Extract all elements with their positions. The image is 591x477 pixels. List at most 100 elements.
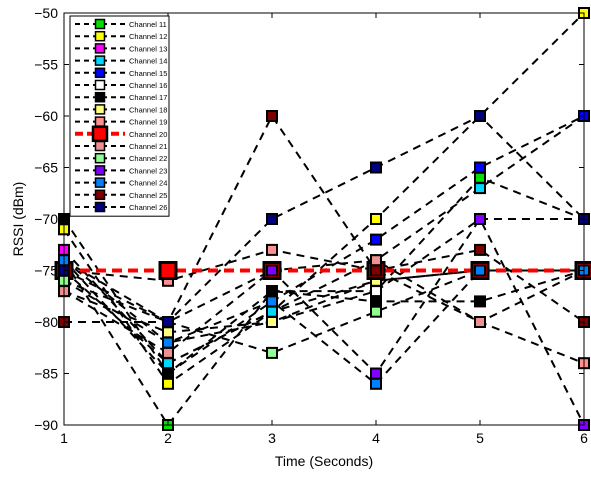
point-channel-26 xyxy=(162,316,174,328)
legend-item-channel-17: Channel 17 xyxy=(75,91,167,103)
legend-item-channel-12: Channel 12 xyxy=(75,30,167,42)
x-tick-label: 3 xyxy=(268,430,276,446)
point-channel-25 xyxy=(474,243,486,256)
legend: Channel 11 Channel 12 Channel 13 Channel 14… xyxy=(69,15,170,217)
legend-marker xyxy=(94,55,106,66)
legend-marker xyxy=(94,43,106,54)
legend-item-channel-26: Channel 26 xyxy=(75,201,167,213)
x-tick-label: 1 xyxy=(60,430,68,446)
point-channel-21 xyxy=(474,316,486,328)
legend-marker xyxy=(94,104,106,115)
series-line-channel-19 xyxy=(63,248,585,365)
legend-marker xyxy=(94,189,106,201)
point-channel-21 xyxy=(370,254,382,267)
point-channel-25 xyxy=(370,264,382,277)
y-tick-label: −85 xyxy=(34,366,58,382)
point-channel-14 xyxy=(162,357,174,370)
series-line-channel-12 xyxy=(63,12,585,386)
legend-label: Channel 25 xyxy=(129,191,167,200)
legend-label: Channel 15 xyxy=(129,69,167,78)
legend-label: Channel 24 xyxy=(129,179,167,188)
legend-item-channel-14: Channel 14 xyxy=(75,55,167,66)
point-channel-26 xyxy=(370,161,382,174)
point-channel-17 xyxy=(474,295,486,308)
legend-marker xyxy=(94,177,106,188)
legend-marker xyxy=(94,30,106,42)
point-channel-11 xyxy=(474,171,486,184)
series-line-channel-17 xyxy=(63,218,585,375)
y-tick-label: −80 xyxy=(34,314,58,330)
legend-label: Channel 18 xyxy=(129,105,167,114)
point-channel-17 xyxy=(162,367,174,380)
point-channel-16 xyxy=(370,285,382,298)
point-channel-26 xyxy=(266,213,278,225)
point-channel-22 xyxy=(370,305,382,318)
x-tick-label: 2 xyxy=(164,430,172,446)
point-channel-12 xyxy=(162,377,174,390)
point-channel-14 xyxy=(474,182,486,195)
y-tick-label: −55 xyxy=(34,57,58,73)
legend-label: Channel 16 xyxy=(129,81,167,90)
legend-label: Channel 13 xyxy=(129,44,167,53)
x-tick-label: 4 xyxy=(372,430,380,446)
point-channel-17 xyxy=(370,295,382,308)
y-tick-label: −75 xyxy=(34,263,58,279)
legend-item-channel-21: Channel 21 xyxy=(75,140,167,152)
legend-marker xyxy=(94,18,106,30)
legend-item-channel-18: Channel 18 xyxy=(75,104,167,115)
legend-item-channel-22: Channel 22 xyxy=(75,152,167,164)
legend-marker xyxy=(94,201,106,213)
legend-item-channel-24: Channel 24 xyxy=(75,177,167,188)
legend-marker xyxy=(94,67,106,79)
x-tick-label: 6 xyxy=(580,430,588,446)
legend-label: Channel 21 xyxy=(129,142,167,151)
legend-item-channel-23: Channel 23 xyxy=(75,165,167,176)
point-channel-24 xyxy=(370,377,382,390)
legend-item-channel-15: Channel 15 xyxy=(75,67,167,79)
point-channel-14 xyxy=(266,305,278,318)
legend-marker xyxy=(94,165,106,176)
point-channel-23 xyxy=(370,367,382,380)
series-line-channel-16 xyxy=(63,218,584,344)
point-channel-25 xyxy=(266,110,278,122)
point-channel-22 xyxy=(266,346,278,359)
y-tick-label: −90 xyxy=(34,417,58,433)
legend-marker xyxy=(94,140,106,152)
point-channel-23 xyxy=(474,213,486,225)
y-tick-label: −70 xyxy=(34,211,58,227)
point-channel-15 xyxy=(370,233,382,246)
legend-label: Channel 14 xyxy=(129,57,167,66)
series-line-channel-26 xyxy=(63,114,585,324)
legend-item-channel-16: Channel 16 xyxy=(75,79,167,91)
point-channel-15 xyxy=(474,161,486,174)
legend-marker xyxy=(94,91,106,103)
legend-marker xyxy=(94,152,106,164)
series-line-channel-21 xyxy=(63,259,585,355)
legend-marker xyxy=(94,79,106,91)
legend-item-channel-11: Channel 11 xyxy=(75,18,167,30)
point-channel-17 xyxy=(266,285,278,298)
y-tick-label: −60 xyxy=(34,108,58,124)
legend-label: Channel 17 xyxy=(129,93,167,102)
point-channel-24 xyxy=(474,264,486,277)
point-channel-24 xyxy=(266,295,278,308)
point-channel-26 xyxy=(474,110,486,122)
point-channel-20 xyxy=(158,261,178,280)
legend-label: Channel 23 xyxy=(129,166,167,175)
point-channel-18 xyxy=(162,326,174,339)
point-channel-18 xyxy=(266,316,278,328)
legend-marker xyxy=(91,125,109,143)
y-tick-label: −50 xyxy=(34,5,58,21)
legend-item-channel-25: Channel 25 xyxy=(75,189,167,201)
y-axis-label: RSSI (dBm) xyxy=(10,182,26,257)
point-channel-24 xyxy=(162,336,174,349)
legend-label: Channel 20 xyxy=(129,130,167,139)
point-channel-19 xyxy=(266,243,278,256)
legend-label: Channel 19 xyxy=(129,118,167,127)
legend-marker xyxy=(94,116,106,127)
y-tick-label: −65 xyxy=(34,160,58,176)
legend-item-channel-13: Channel 13 xyxy=(75,43,167,54)
legend-label: Channel 26 xyxy=(129,203,167,212)
